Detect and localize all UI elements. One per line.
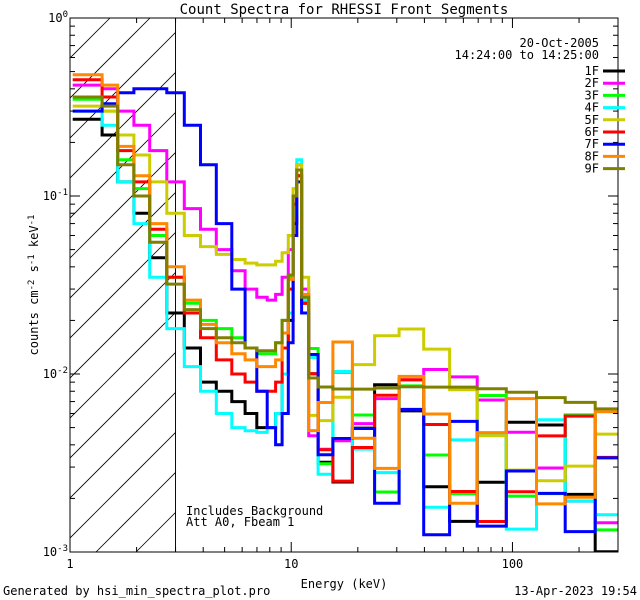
hatch-line: [70, 18, 231, 179]
series-layer: [72, 73, 618, 552]
x-axis-label: Energy (keV): [301, 577, 388, 591]
y-tick-label: 10-3: [43, 544, 68, 559]
legend-label-4F: 4F: [585, 101, 599, 115]
date-label: 20-Oct-2005: [520, 36, 599, 50]
legend-label-7F: 7F: [585, 137, 599, 151]
annotation-attenuator: Att A0, Fbeam 1: [186, 515, 294, 529]
series-line-7F: [72, 87, 618, 537]
y-tick-label: 10-2: [43, 366, 68, 381]
series-line-9F: [72, 95, 618, 411]
legend-label-3F: 3F: [585, 88, 599, 102]
hatch-mask: [176, 18, 618, 552]
y-tick-label: 10-1: [43, 188, 68, 203]
footer-timestamp: 13-Apr-2023 19:54: [514, 584, 637, 598]
time-range-label: 14:24:00 to 14:25:00: [455, 48, 600, 62]
chart-title: Count Spectra for RHESSI Front Segments: [180, 2, 509, 18]
legend-label-8F: 8F: [585, 149, 599, 163]
hatched-region: [70, 18, 618, 552]
annotation-background: Includes Background: [186, 504, 323, 518]
legend-label-5F: 5F: [585, 113, 599, 127]
footer-generated-by: Generated by hsi_min_spectra_plot.pro: [3, 584, 270, 598]
x-tick-label: 1: [66, 557, 73, 571]
y-tick-labels: 100 10-1 10-2 10-3: [43, 10, 68, 559]
legend-label-1F: 1F: [585, 64, 599, 78]
y-tick-label: 100: [48, 10, 68, 25]
y-axis-label: counts cm-2 s-1 keV-1: [27, 215, 41, 356]
x-tick-labels: 1 10 100: [66, 557, 523, 571]
axis-ticks: [69, 17, 619, 553]
legend-label-6F: 6F: [585, 125, 599, 139]
legend-label-2F: 2F: [585, 76, 599, 90]
legend-label-9F: 9F: [585, 162, 599, 176]
x-tick-label: 10: [284, 557, 298, 571]
plot-frame: [69, 17, 619, 553]
x-tick-label: 100: [502, 557, 524, 571]
